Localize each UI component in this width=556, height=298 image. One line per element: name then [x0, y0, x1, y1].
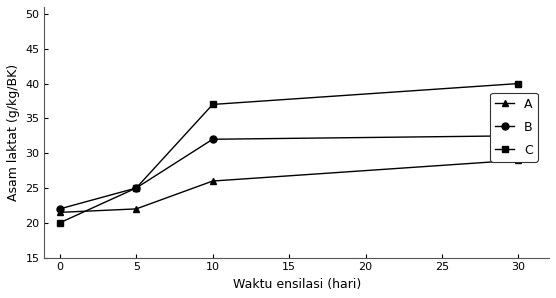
C — [133, 186, 140, 190]
C — [515, 82, 522, 85]
Line: B: B — [56, 132, 522, 212]
Line: C: C — [56, 80, 522, 226]
A — [133, 207, 140, 211]
Y-axis label: Asam laktat (g/kg/BK): Asam laktat (g/kg/BK) — [7, 64, 20, 201]
A — [515, 158, 522, 162]
Legend: A, B, C: A, B, C — [490, 93, 538, 162]
B — [133, 186, 140, 190]
X-axis label: Waktu ensilasi (hari): Waktu ensilasi (hari) — [232, 278, 361, 291]
C — [210, 103, 216, 106]
B — [57, 207, 63, 211]
B — [210, 137, 216, 141]
A — [57, 211, 63, 214]
A — [210, 179, 216, 183]
B — [515, 134, 522, 138]
C — [57, 221, 63, 225]
Line: A: A — [56, 157, 522, 216]
